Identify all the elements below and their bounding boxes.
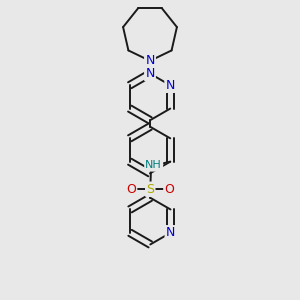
Text: O: O	[164, 183, 174, 196]
Text: NH: NH	[145, 160, 162, 170]
Text: N: N	[145, 54, 155, 67]
Text: N: N	[166, 79, 175, 92]
Text: N: N	[166, 226, 175, 239]
Text: S: S	[146, 183, 154, 196]
Text: N: N	[145, 67, 155, 80]
Text: O: O	[126, 183, 136, 196]
